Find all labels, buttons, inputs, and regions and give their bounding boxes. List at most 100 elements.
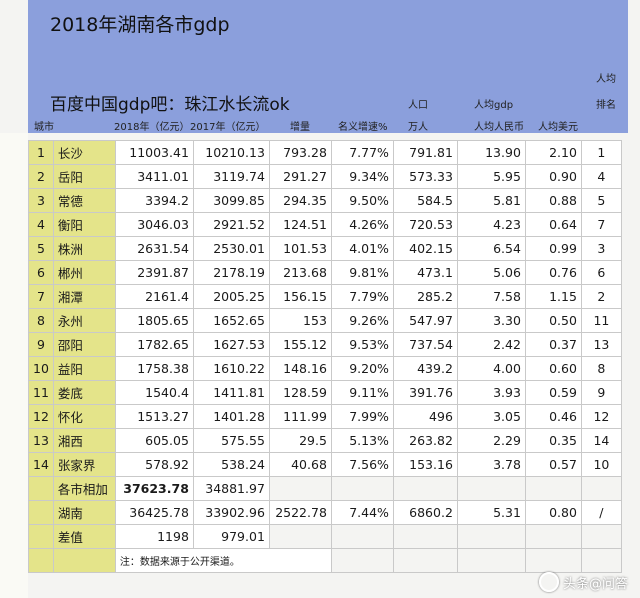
cell-population: 496 [392,404,458,429]
cell-2018: 3411.01 [114,164,194,189]
cell-growth: 5.13% [330,428,394,453]
cell-population: 573.33 [392,164,458,189]
cell-city: 益阳 [52,356,116,381]
cell-per-capita-usd: 0.60 [524,356,582,381]
cell-per-capita-usd: 0.46 [524,404,582,429]
cell-2017: 1627.53 [192,332,270,357]
cell-per-capita-rmb: 4.00 [456,356,526,381]
cell-rank: 3 [580,236,622,261]
cell-2017: 2005.25 [192,284,270,309]
cell-rank: 6 [580,260,622,285]
cell-rank: 12 [580,404,622,429]
col-header-population: 人口 [408,100,428,111]
cell-per-capita-rmb: 5.06 [456,260,526,285]
cell-per-capita-usd: 0.80 [524,500,582,525]
summary-label: 各市相加 [52,476,116,501]
cell-2018: 1540.4 [114,380,194,405]
cell-growth: 4.01% [330,236,394,261]
cell-per-capita-usd: 0.64 [524,212,582,237]
summary-row-diff: 差值 1198 979.01 [28,524,622,549]
cell-city: 娄底 [52,380,116,405]
cell-increase: 793.28 [268,140,332,165]
cell-rank: 7 [580,212,622,237]
cell-2017: 2921.52 [192,212,270,237]
cell-increase: 294.35 [268,188,332,213]
cell-per-capita-usd: 0.76 [524,260,582,285]
cell-growth: 7.44% [330,500,394,525]
watermark-text: 头条@问答 [562,576,628,592]
cell-index: 9 [28,332,54,357]
cell-city: 长沙 [52,140,116,165]
cell-2017: 979.01 [192,524,270,549]
cell-increase: 40.68 [268,452,332,477]
cell-index: 14 [28,452,54,477]
col-header-growth: 名义增速% [338,122,388,133]
cell-growth: 9.11% [330,380,394,405]
cell-increase: 156.15 [268,284,332,309]
summary-row-province: 湖南 36425.78 33902.96 2522.78 7.44% 6860.… [28,500,622,525]
cell-growth: 7.77% [330,140,394,165]
cell-city: 湘西 [52,428,116,453]
table-row: 10 益阳 1758.38 1610.22 148.16 9.20% 439.2 4.00 0.… [28,356,622,381]
summary-row-sum: 各市相加 37623.78 34881.97 [28,476,622,501]
cell-rank: 10 [580,452,622,477]
cell-growth: 9.20% [330,356,394,381]
cell-per-capita-usd: 0.35 [524,428,582,453]
cell-increase: 111.99 [268,404,332,429]
cell-city: 永州 [52,308,116,333]
cell-increase: 155.12 [268,332,332,357]
cell-2017: 3099.85 [192,188,270,213]
cell-2017: 1610.22 [192,356,270,381]
cell-population: 547.97 [392,308,458,333]
cell-per-capita-rmb: 3.05 [456,404,526,429]
cell-2018: 1758.38 [114,356,194,381]
cell-index: 11 [28,380,54,405]
cell-2017: 3119.74 [192,164,270,189]
cell-index: 8 [28,308,54,333]
col-header-per-capita-rank-2: 排名 [596,100,616,111]
cell-per-capita-rmb: 5.95 [456,164,526,189]
cell-population: 263.82 [392,428,458,453]
cell-index: 12 [28,404,54,429]
cell-2017: 34881.97 [192,476,270,501]
table-row: 2 岳阳 3411.01 3119.74 291.27 9.34% 573.33 5.95 0.… [28,164,622,189]
table-row: 9 邵阳 1782.65 1627.53 155.12 9.53% 737.54 2.42 0.… [28,332,622,357]
cell-index: 5 [28,236,54,261]
cell-2018: 3046.03 [114,212,194,237]
cell-per-capita-usd: 2.10 [524,140,582,165]
cell-city: 株洲 [52,236,116,261]
cell-index: 3 [28,188,54,213]
table-row: 12 怀化 1513.27 1401.28 111.99 7.99% 496 3.05 0.46… [28,404,622,429]
col-header-population-unit: 万人 [408,122,428,133]
cell-growth: 9.81% [330,260,394,285]
cell-increase: 291.27 [268,164,332,189]
cell-per-capita-usd: 0.88 [524,188,582,213]
cell-growth: 9.53% [330,332,394,357]
source-note: 注：数据来源于公开渠道。 [114,548,332,573]
cell-rank: 9 [580,380,622,405]
cell-population: 584.5 [392,188,458,213]
cell-population: 720.53 [392,212,458,237]
cell-population: 791.81 [392,140,458,165]
col-header-per-capita-rmb: 人均人民币 [474,122,524,133]
cell-rank: 11 [580,308,622,333]
cell-city: 岳阳 [52,164,116,189]
cell-population: 391.76 [392,380,458,405]
cell-2017: 1411.81 [192,380,270,405]
cell-city: 张家界 [52,452,116,477]
cell-2018: 605.05 [114,428,194,453]
table-row: 1 长沙 11003.41 10210.13 793.28 7.77% 791.81 13.9… [28,140,622,165]
cell-per-capita-usd: 0.90 [524,164,582,189]
col-header-city: 城市 [34,122,54,133]
cell-index: 4 [28,212,54,237]
cell-2018: 1782.65 [114,332,194,357]
row-number-strip [0,133,28,598]
col-header-increase: 增量 [290,122,310,133]
cell-increase: 29.5 [268,428,332,453]
col-header-per-capita-gdp: 人均gdp [474,100,514,111]
cell-per-capita-rmb: 3.30 [456,308,526,333]
cell-per-capita-rmb: 2.29 [456,428,526,453]
table-row: 11 娄底 1540.4 1411.81 128.59 9.11% 391.76 3.93 0.… [28,380,622,405]
cell-per-capita-rmb: 7.58 [456,284,526,309]
cell-per-capita-usd: 0.99 [524,236,582,261]
